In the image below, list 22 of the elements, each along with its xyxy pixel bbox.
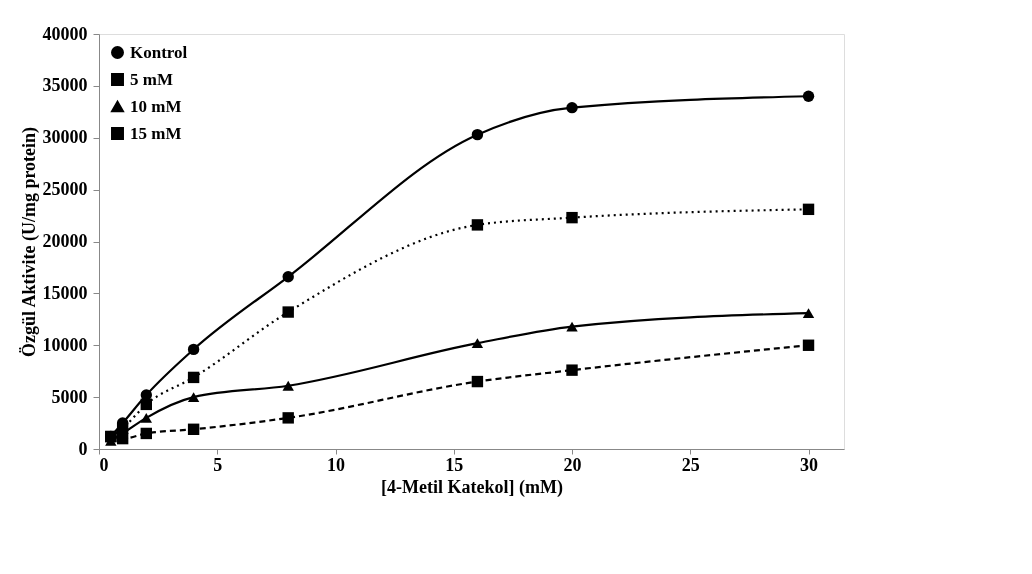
- x-tick-label: 15: [445, 454, 464, 475]
- y-tick-label: 40000: [42, 23, 88, 44]
- y-tick-label: 15000: [42, 282, 88, 303]
- legend-label: 5 mM: [130, 69, 173, 89]
- x-tick-label: 30: [800, 454, 819, 475]
- x-tick-label: 25: [681, 454, 700, 475]
- y-tick-label: 25000: [42, 179, 88, 200]
- x-tick-label: 0: [99, 454, 109, 475]
- y-axis-title: Özgül Aktivite (U/mg protein): [18, 126, 40, 358]
- x-axis-title: [4-Metil Katekol] (mM): [381, 476, 563, 498]
- y-tick-label: 35000: [42, 75, 88, 96]
- legend-label: Kontrol: [130, 42, 188, 62]
- y-tick-label: 20000: [42, 231, 88, 251]
- legend-label: 15 mM: [130, 123, 182, 143]
- y-tick-label: 5000: [51, 386, 88, 407]
- y-tick-label: 10000: [42, 334, 88, 355]
- y-tick-label: 0: [78, 438, 88, 459]
- legend-label: 10 mM: [130, 96, 182, 116]
- x-tick-label: 20: [563, 454, 582, 475]
- y-tick-label: 30000: [42, 127, 88, 148]
- x-tick-label: 10: [327, 454, 346, 475]
- x-tick-label: 5: [213, 454, 223, 475]
